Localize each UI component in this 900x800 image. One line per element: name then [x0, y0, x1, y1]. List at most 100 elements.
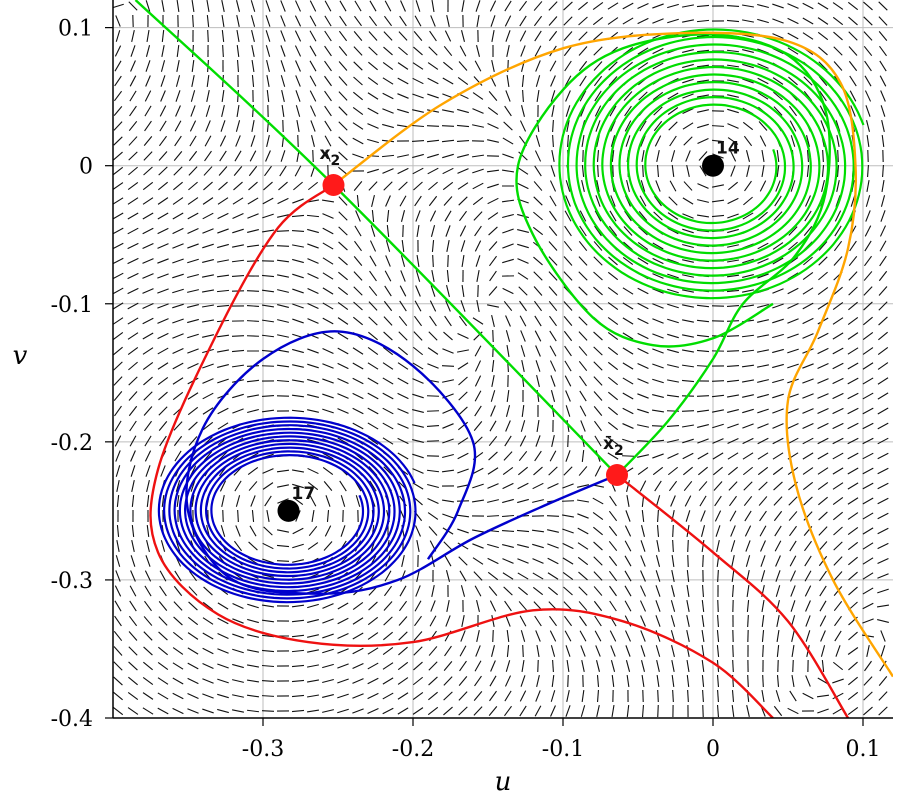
field-arrow	[173, 601, 183, 611]
field-arrow	[834, 630, 842, 642]
field-arrow	[116, 524, 120, 538]
field-arrow	[641, 674, 645, 688]
field-arrow	[563, 256, 573, 266]
field-arrow	[862, 452, 874, 460]
field-arrow	[190, 105, 196, 117]
field-arrow	[354, 225, 362, 237]
field-arrow	[637, 424, 649, 428]
field-arrow	[157, 318, 169, 324]
field-arrow	[802, 287, 814, 295]
field-arrow	[142, 212, 154, 220]
field-arrow	[773, 481, 783, 491]
field-arrow	[369, 255, 377, 267]
field-arrow	[638, 91, 648, 101]
field-arrow	[818, 76, 828, 86]
field-arrow	[232, 709, 244, 713]
field-arrow	[219, 150, 227, 162]
field-arrow	[427, 77, 439, 85]
field-arrow	[878, 31, 888, 41]
field-arrow	[747, 614, 749, 628]
equilibrium-saddle	[322, 174, 345, 197]
field-arrow	[744, 525, 752, 537]
field-arrow	[352, 137, 364, 145]
field-arrow	[562, 483, 574, 489]
field-arrow	[848, 46, 858, 56]
field-arrow	[338, 196, 348, 206]
field-arrow	[382, 407, 394, 415]
field-arrow	[221, 105, 225, 117]
field-arrow	[261, 710, 275, 712]
field-arrow	[202, 228, 214, 234]
field-arrow	[802, 452, 814, 460]
field-arrow	[772, 288, 784, 294]
field-arrow	[311, 509, 315, 523]
field-arrow	[820, 120, 826, 132]
field-arrow	[143, 136, 153, 146]
field-arrow	[788, 226, 798, 236]
field-arrow	[142, 302, 154, 310]
field-arrow	[864, 240, 872, 252]
field-arrow	[818, 496, 828, 506]
field-arrow	[608, 525, 618, 537]
field-arrow	[549, 345, 557, 357]
field-arrow	[172, 362, 184, 370]
field-arrow	[231, 335, 245, 337]
field-arrow	[397, 661, 409, 671]
field-arrow	[817, 482, 829, 490]
field-arrow	[566, 659, 570, 673]
field-arrow	[520, 675, 526, 687]
field-arrow	[307, 603, 319, 609]
field-arrow	[817, 437, 829, 445]
field-arrow	[863, 31, 873, 41]
field-arrow	[607, 302, 619, 310]
x-tick-label: 0.1	[846, 737, 881, 762]
field-arrow	[113, 302, 124, 310]
field-arrow	[232, 633, 244, 639]
field-arrow	[730, 525, 736, 537]
field-arrow	[113, 227, 124, 235]
field-arrow	[127, 302, 139, 310]
field-arrow	[804, 555, 812, 567]
field-arrow	[579, 615, 587, 627]
field-arrow	[442, 167, 454, 175]
field-arrow	[593, 46, 603, 56]
field-arrow	[491, 645, 495, 657]
field-arrow	[789, 105, 797, 117]
field-arrow	[307, 378, 319, 384]
field-arrow	[324, 30, 332, 42]
field-arrow	[382, 108, 394, 114]
field-arrow	[877, 422, 889, 430]
field-arrow	[338, 106, 348, 116]
field-arrow	[533, 300, 543, 312]
field-arrow	[127, 257, 139, 265]
field-arrow	[702, 689, 704, 703]
field-arrow	[157, 662, 169, 670]
field-arrow	[792, 659, 794, 673]
field-arrow	[878, 316, 888, 326]
field-arrow	[352, 662, 364, 670]
field-arrow	[712, 409, 724, 413]
field-arrow	[565, 405, 571, 417]
field-arrow	[727, 108, 739, 114]
field-arrow	[474, 660, 482, 672]
field-arrow	[787, 47, 799, 55]
field-arrow	[490, 15, 496, 27]
field-arrow	[292, 318, 304, 324]
field-arrow	[202, 678, 214, 684]
field-arrow	[666, 394, 680, 398]
field-arrow	[757, 437, 769, 445]
field-arrow	[652, 363, 664, 369]
field-arrow	[201, 319, 215, 323]
field-arrow	[682, 4, 694, 8]
field-arrow	[595, 195, 601, 207]
field-arrow	[607, 271, 619, 281]
field-arrow	[727, 123, 739, 129]
field-arrow	[187, 304, 199, 308]
field-arrow	[534, 30, 542, 42]
field-arrow	[232, 228, 244, 234]
field-arrow	[202, 632, 214, 640]
field-arrow	[726, 4, 740, 8]
field-arrow	[232, 244, 244, 248]
field-arrow	[535, 345, 541, 357]
field-arrow	[127, 242, 139, 250]
